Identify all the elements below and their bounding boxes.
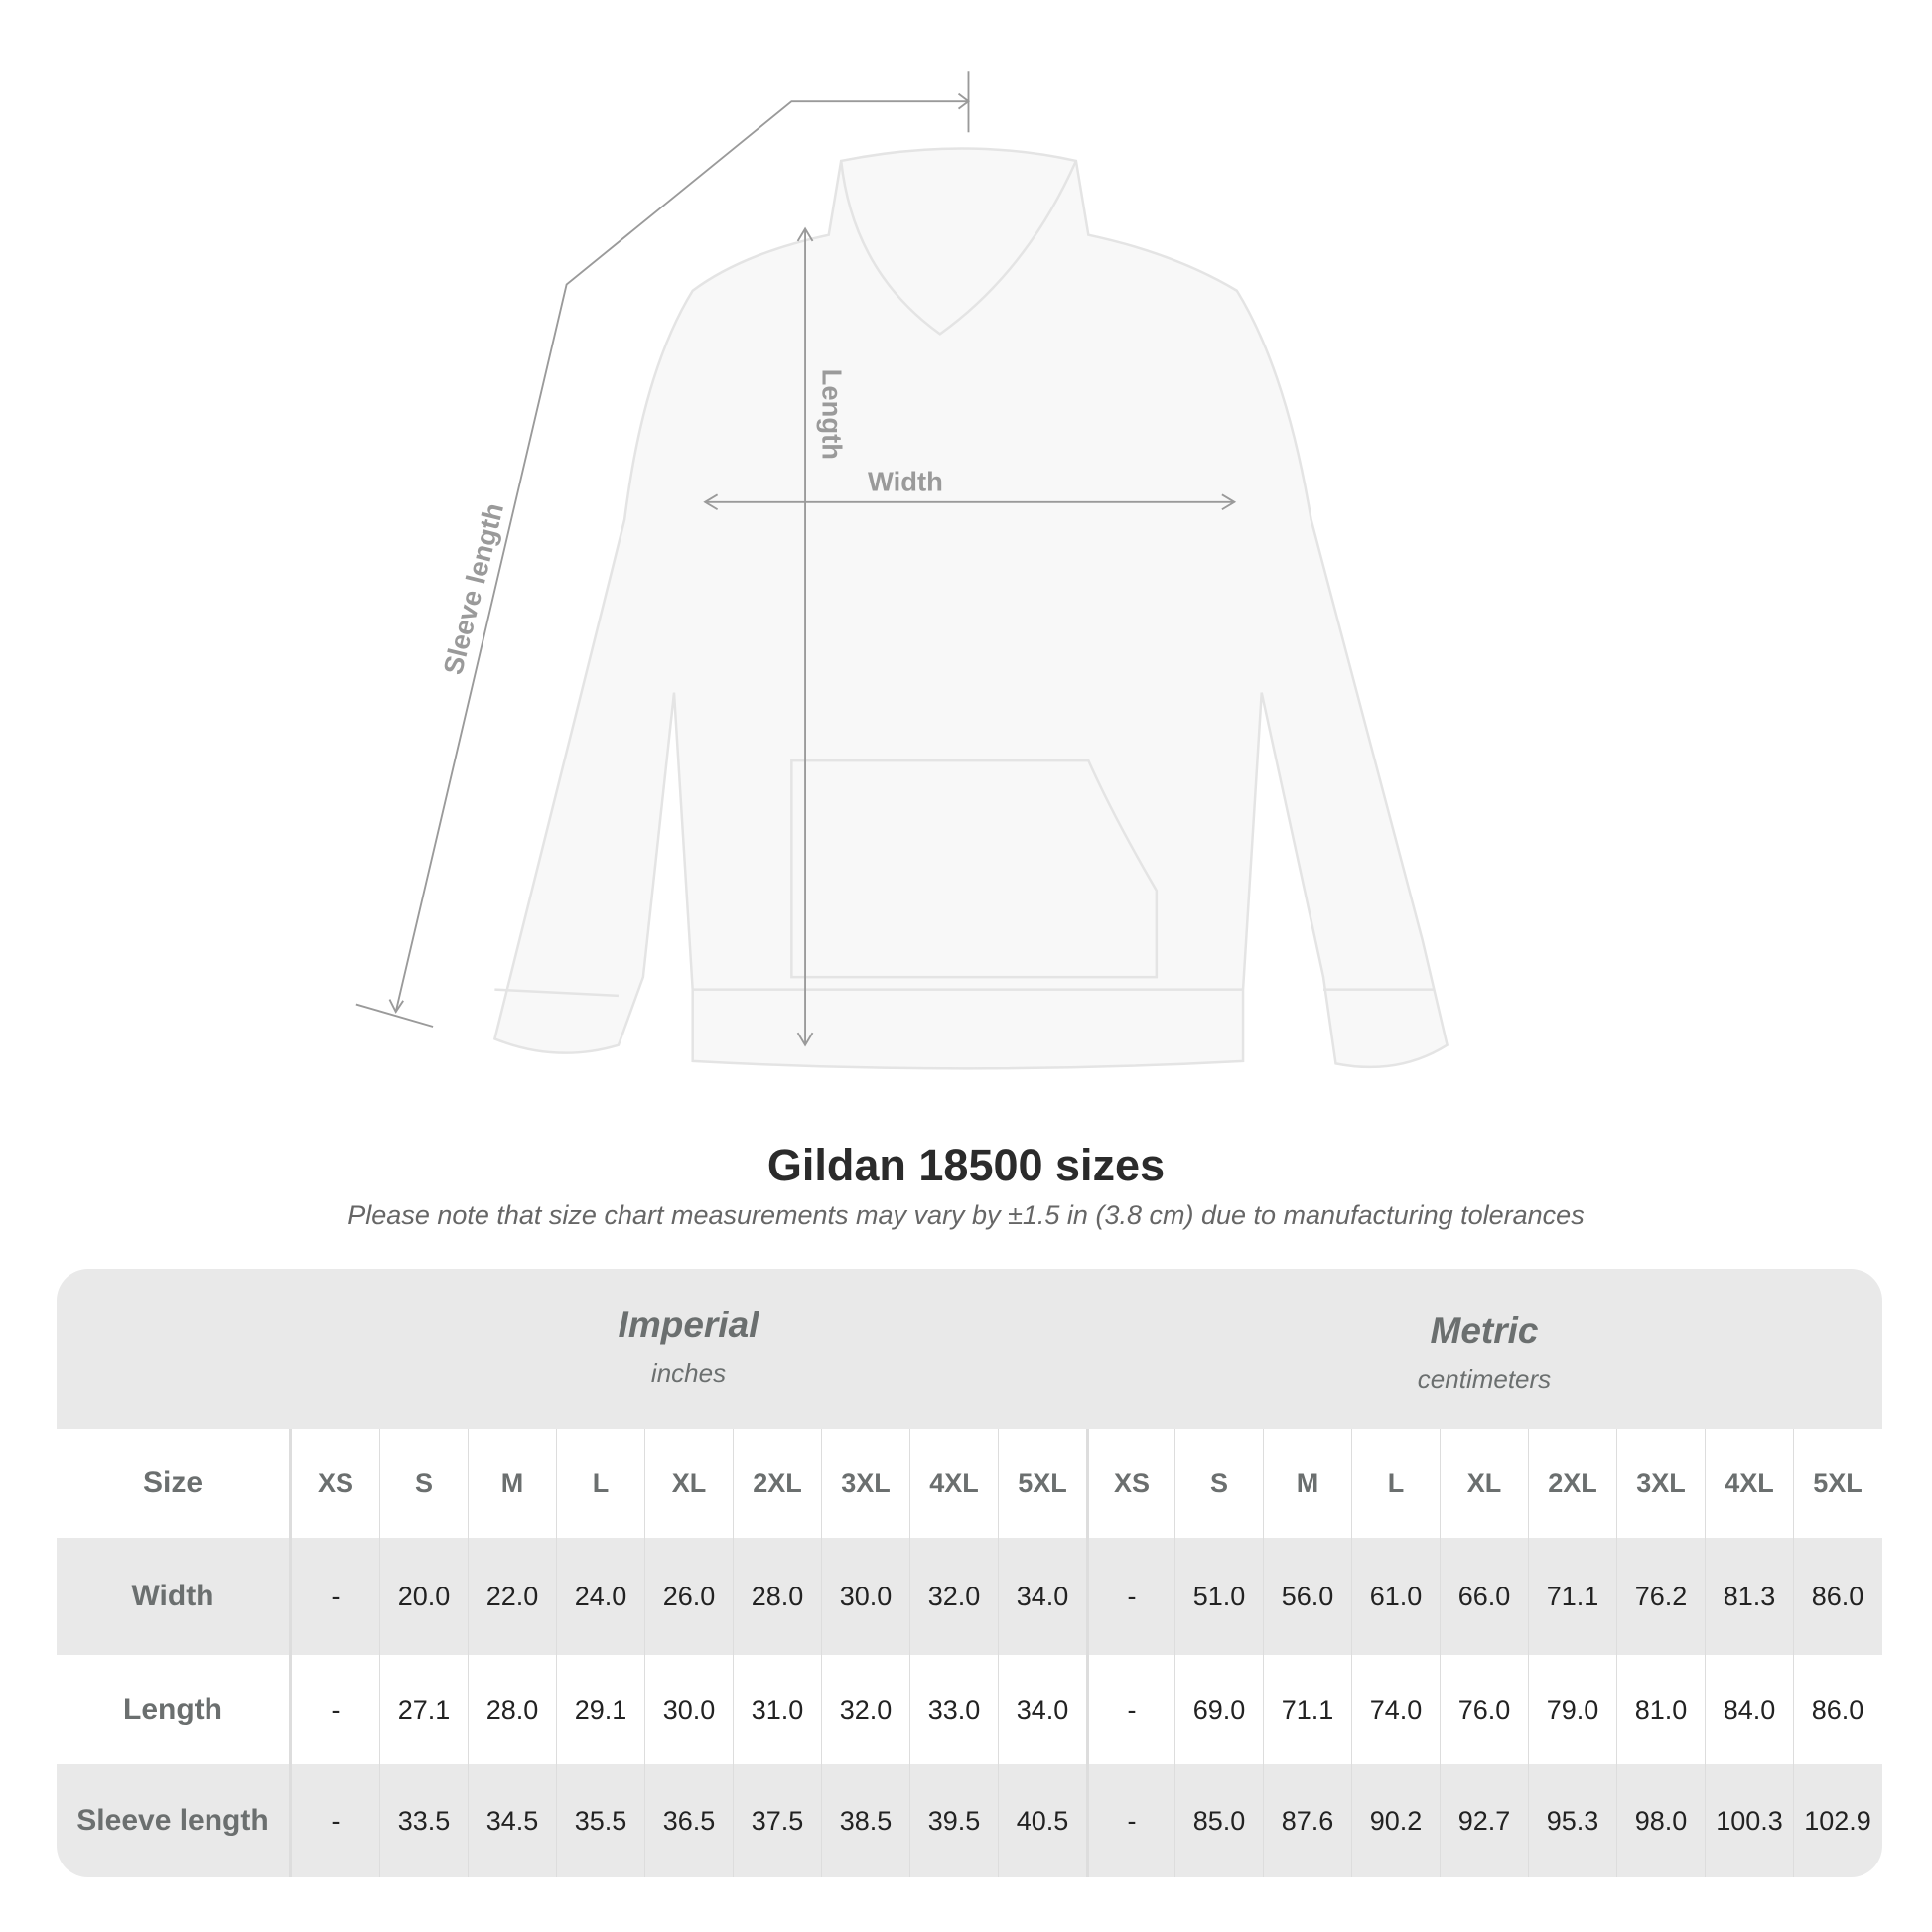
size-header-metric: L (1351, 1429, 1440, 1538)
value-cell-metric: - (1086, 1655, 1174, 1764)
row-label: Sleeve length (57, 1764, 291, 1877)
value-cell-imperial: 24.0 (556, 1538, 644, 1655)
size-header-imperial: 4XL (909, 1429, 998, 1538)
value-cell-imperial: 28.0 (733, 1538, 821, 1655)
value-cell-imperial: 22.0 (468, 1538, 556, 1655)
row-label: Width (57, 1538, 291, 1655)
imperial-heading: Imperial (618, 1305, 759, 1345)
value-cell-metric: 79.0 (1528, 1655, 1616, 1764)
value-cell-imperial: 38.5 (821, 1764, 909, 1877)
value-cell-metric: 85.0 (1174, 1764, 1263, 1877)
value-cell-imperial: 32.0 (909, 1538, 998, 1655)
value-cell-imperial: 27.1 (379, 1655, 468, 1764)
table-row: Width -20.0 22.0 24.0 26.0 28.0 30.0 32.0 34.0-5… (57, 1538, 1882, 1655)
value-cell-metric: 86.0 (1793, 1655, 1881, 1764)
value-cell-metric: 90.2 (1351, 1764, 1440, 1877)
chart-title: Gildan 18500 sizes (766, 1140, 1166, 1190)
value-cell-imperial: 35.5 (556, 1764, 644, 1877)
width-label: Width (868, 467, 943, 497)
size-header-metric: M (1263, 1429, 1351, 1538)
value-cell-metric: 76.0 (1440, 1655, 1528, 1764)
hoodie-illustration (492, 147, 1449, 1070)
value-cell-metric: 71.1 (1263, 1655, 1351, 1764)
tolerance-note: Please note that size chart measurements… (347, 1200, 1585, 1230)
value-cell-metric: 71.1 (1528, 1538, 1616, 1655)
value-cell-imperial: 31.0 (733, 1655, 821, 1764)
value-cell-metric: 84.0 (1705, 1655, 1793, 1764)
value-cell-imperial: 34.0 (998, 1655, 1086, 1764)
size-header-metric: 4XL (1705, 1429, 1793, 1538)
value-cell-metric: 81.3 (1705, 1538, 1793, 1655)
value-cell-metric: 87.6 (1263, 1764, 1351, 1877)
size-table: Imperial inches Metric centimeters Size … (57, 1269, 1882, 1877)
sleeve-length-label: Sleeve length (437, 500, 509, 678)
value-cell-metric: 69.0 (1174, 1655, 1263, 1764)
value-cell-metric: 98.0 (1616, 1764, 1705, 1877)
unit-header-band (57, 1269, 1882, 1429)
value-cell-imperial: 37.5 (733, 1764, 821, 1877)
value-cell-metric: 95.3 (1528, 1764, 1616, 1877)
value-cell-imperial: 30.0 (644, 1655, 733, 1764)
value-cell-imperial: - (291, 1764, 379, 1877)
value-cell-imperial: - (291, 1538, 379, 1655)
value-cell-metric: 56.0 (1263, 1538, 1351, 1655)
metric-group-header: Metric centimeters (1086, 1311, 1882, 1395)
value-cell-metric: 76.2 (1616, 1538, 1705, 1655)
value-cell-imperial: 32.0 (821, 1655, 909, 1764)
value-cell-imperial: 33.0 (909, 1655, 998, 1764)
value-cell-imperial: 20.0 (379, 1538, 468, 1655)
length-label: Length (816, 369, 847, 460)
value-cell-metric: - (1086, 1764, 1174, 1877)
size-header-imperial: 2XL (733, 1429, 821, 1538)
value-cell-metric: - (1086, 1538, 1174, 1655)
row-label: Length (57, 1655, 291, 1764)
value-cell-imperial: 34.5 (468, 1764, 556, 1877)
value-cell-imperial: 30.0 (821, 1538, 909, 1655)
value-cell-imperial: - (291, 1655, 379, 1764)
size-header-metric: S (1174, 1429, 1263, 1538)
value-cell-metric: 61.0 (1351, 1538, 1440, 1655)
size-header-imperial: 3XL (821, 1429, 909, 1538)
size-header-row: Size XS S M L XL 2XL 3XL 4XL 5XL XS S M L XL 2XL 3XL 4XL… (57, 1429, 1882, 1538)
size-header-imperial: L (556, 1429, 644, 1538)
value-cell-metric: 81.0 (1616, 1655, 1705, 1764)
value-cell-imperial: 34.0 (998, 1538, 1086, 1655)
imperial-group-header: Imperial inches (291, 1305, 1086, 1389)
value-cell-imperial: 39.5 (909, 1764, 998, 1877)
metric-unit: centimeters (1417, 1364, 1552, 1394)
size-header-imperial: S (379, 1429, 468, 1538)
size-label: Size (57, 1429, 291, 1538)
table-row: Sleeve length -33.5 34.5 35.5 36.5 37.5 38.5 39… (57, 1764, 1882, 1877)
size-header-metric: XL (1440, 1429, 1528, 1538)
table-row: Length -27.1 28.0 29.1 30.0 31.0 32.0 33.0 34.0-… (57, 1655, 1882, 1764)
value-cell-metric: 51.0 (1174, 1538, 1263, 1655)
measurement-lines (355, 71, 1237, 1047)
size-header-imperial: M (468, 1429, 556, 1538)
value-cell-imperial: 26.0 (644, 1538, 733, 1655)
value-cell-metric: 66.0 (1440, 1538, 1528, 1655)
value-cell-metric: 74.0 (1351, 1655, 1440, 1764)
size-header-imperial: XL (644, 1429, 733, 1538)
imperial-unit: inches (650, 1358, 727, 1388)
value-cell-metric: 102.9 (1793, 1764, 1881, 1877)
metric-heading: Metric (1430, 1311, 1539, 1351)
value-cell-imperial: 36.5 (644, 1764, 733, 1877)
size-header-metric: XS (1086, 1429, 1174, 1538)
value-cell-imperial: 29.1 (556, 1655, 644, 1764)
size-header-imperial: XS (291, 1429, 379, 1538)
value-cell-imperial: 40.5 (998, 1764, 1086, 1877)
size-header-metric: 2XL (1528, 1429, 1616, 1538)
value-cell-metric: 86.0 (1793, 1538, 1881, 1655)
value-cell-metric: 100.3 (1705, 1764, 1793, 1877)
size-header-metric: 5XL (1793, 1429, 1881, 1538)
value-cell-metric: 92.7 (1440, 1764, 1528, 1877)
size-header-metric: 3XL (1616, 1429, 1705, 1538)
value-cell-imperial: 33.5 (379, 1764, 468, 1877)
hoodie-measurement-diagram: Sleeve length Length Width (355, 71, 1449, 1070)
value-cell-imperial: 28.0 (468, 1655, 556, 1764)
size-header-imperial: 5XL (998, 1429, 1086, 1538)
